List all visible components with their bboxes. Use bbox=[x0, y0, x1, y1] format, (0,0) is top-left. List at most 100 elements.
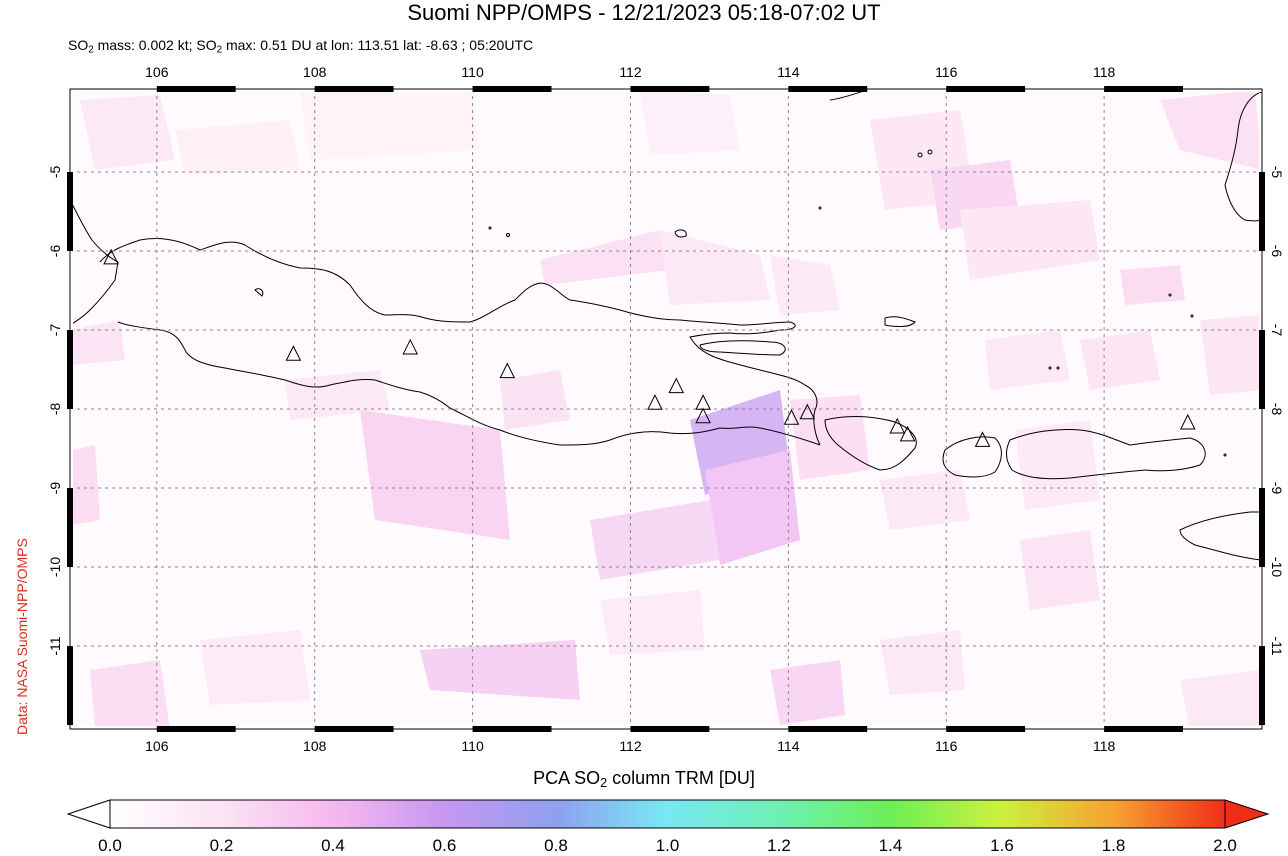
volcano-marker bbox=[285, 345, 302, 361]
coastline-java-south bbox=[117, 321, 821, 446]
lon-label-bottom: 106 bbox=[145, 738, 169, 754]
so2-pixel bbox=[285, 370, 390, 420]
islet bbox=[488, 226, 492, 230]
lat-label-left: -9 bbox=[47, 482, 63, 495]
so2-pixel bbox=[200, 630, 310, 705]
so2-pixel bbox=[640, 90, 740, 155]
so2-pixel bbox=[590, 500, 720, 580]
so2-pixel bbox=[960, 200, 1100, 280]
so2-pixel bbox=[1015, 420, 1100, 510]
lat-label-left: -10 bbox=[47, 557, 63, 577]
so2-pixel bbox=[705, 450, 800, 565]
so2-pixel bbox=[72, 320, 125, 365]
lat-label-left: -11 bbox=[47, 636, 63, 655]
so2-pixel bbox=[300, 90, 480, 160]
colorbar-tick-label: 2.0 bbox=[1213, 836, 1237, 855]
volcano-marker bbox=[799, 403, 816, 420]
so2-pixel bbox=[660, 230, 770, 305]
graticule bbox=[70, 89, 1262, 729]
lon-label-bottom: 114 bbox=[777, 738, 800, 754]
colorbar-tick-label: 0.4 bbox=[321, 836, 345, 855]
coastlines bbox=[70, 89, 1262, 561]
lon-label-top: 108 bbox=[303, 64, 327, 80]
volcano-marker bbox=[783, 409, 800, 425]
so2-summary: SO2 mass: 0.002 kt; SO2 max: 0.51 DU at … bbox=[68, 36, 533, 59]
lon-label-top: 110 bbox=[461, 64, 484, 80]
lat-label-right: -11 bbox=[1269, 636, 1285, 655]
so2-pixel bbox=[540, 230, 670, 285]
coastline-kangean bbox=[884, 316, 916, 328]
lat-label-right: -7 bbox=[1269, 324, 1285, 337]
so2-pixel bbox=[600, 590, 705, 655]
lat-label-left: -6 bbox=[47, 245, 63, 258]
lat-label-right: -9 bbox=[1269, 482, 1285, 495]
so2-pixel bbox=[175, 120, 300, 175]
colorbar-title: PCA SO2 column TRM [DU] bbox=[0, 768, 1288, 790]
so2-pixel bbox=[790, 395, 870, 480]
islet bbox=[1048, 366, 1052, 370]
so2-pixel bbox=[1080, 330, 1160, 390]
colorbar-gradient bbox=[109, 799, 1226, 829]
lon-label-bottom: 118 bbox=[1093, 738, 1116, 754]
colorbar-tick-label: 1.6 bbox=[990, 836, 1014, 855]
colorbar-tick-label: 0.6 bbox=[432, 836, 457, 855]
islet bbox=[917, 152, 923, 158]
islet bbox=[1168, 293, 1172, 297]
colorbar-title-subscript: 2 bbox=[600, 776, 608, 791]
coastline-bawean bbox=[254, 288, 264, 297]
max-subscript: 2 bbox=[216, 44, 223, 56]
lat-label-right: -10 bbox=[1269, 557, 1285, 577]
so2-retrieval-pixels bbox=[72, 90, 1262, 729]
colorbar-tick-label: 1.0 bbox=[655, 836, 680, 855]
so2-pixel bbox=[420, 640, 580, 700]
volcano-marker bbox=[103, 248, 119, 265]
colorbar-tick-label: 1.2 bbox=[767, 836, 791, 855]
volcano-marker bbox=[974, 431, 991, 447]
so2-pixel bbox=[770, 255, 840, 315]
colorbar bbox=[66, 799, 1270, 829]
lat-label-left: -5 bbox=[47, 166, 63, 179]
lon-label-bottom: 108 bbox=[303, 738, 327, 754]
so2-pixel bbox=[72, 445, 100, 525]
map-title: Suomi NPP/OMPS - 12/21/2023 05:18-07:02 … bbox=[407, 0, 881, 25]
lon-label-bottom: 116 bbox=[935, 738, 958, 754]
so2-pixel bbox=[90, 660, 170, 729]
max-prefix: SO bbox=[196, 37, 217, 53]
islet bbox=[818, 206, 822, 210]
colorbar-right-arrow bbox=[1224, 799, 1270, 829]
coastline-madura bbox=[699, 340, 786, 356]
coastline-sulawesi bbox=[1224, 91, 1262, 222]
lon-label-top: 116 bbox=[935, 64, 958, 80]
volcano-marker bbox=[647, 394, 663, 410]
so2-pixel bbox=[500, 370, 570, 430]
lon-label-top: 118 bbox=[1093, 64, 1116, 80]
volcano-marker bbox=[402, 338, 419, 355]
lon-label-top: 114 bbox=[777, 64, 800, 80]
coastline-bali bbox=[824, 415, 917, 471]
colorbar-tick-label: 0.2 bbox=[209, 836, 234, 855]
so2-pixel bbox=[1200, 315, 1262, 395]
islet bbox=[1223, 453, 1227, 457]
so2-pixel bbox=[770, 660, 845, 725]
islet bbox=[927, 149, 933, 155]
mass-value: mass: 0.002 kt; bbox=[93, 37, 197, 53]
axis-labels: 106 106 108 108 110 110 112 112 114 114 116 116 118 1… bbox=[47, 64, 1285, 754]
mass-prefix: SO bbox=[68, 37, 89, 53]
lon-label-top: 106 bbox=[145, 64, 169, 80]
mass-subscript: 2 bbox=[88, 44, 94, 56]
colorbar-tick-label: 0.8 bbox=[544, 836, 568, 855]
colorbar-tick-label: 0.0 bbox=[98, 836, 122, 855]
colorbar-left-arrow bbox=[66, 799, 111, 829]
so2-pixel bbox=[1160, 90, 1262, 170]
coastline-karimunjawa bbox=[674, 229, 687, 238]
lat-label-left: -8 bbox=[47, 403, 63, 416]
lat-label-left: -7 bbox=[47, 324, 63, 337]
islet bbox=[506, 233, 510, 237]
volcano-marker bbox=[499, 362, 516, 379]
max-value: max: 0.51 DU at lon: 113.51 lat: -8.63 ;… bbox=[222, 37, 534, 53]
so2-pixel bbox=[1020, 530, 1100, 610]
so2-pixel bbox=[80, 95, 175, 170]
volcano-marker bbox=[668, 377, 685, 394]
so2-pixel bbox=[1180, 670, 1262, 729]
